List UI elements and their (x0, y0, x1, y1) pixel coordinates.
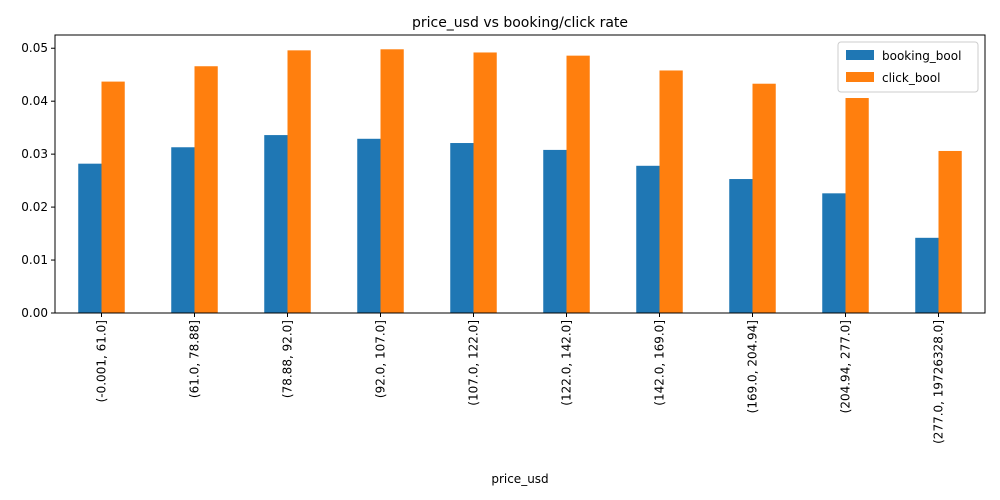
bar-booking-bool-0 (78, 163, 102, 313)
x-tick-label: (277.0, 19726328.0] (932, 320, 946, 444)
x-tick-label: (204.94, 277.0] (839, 320, 853, 413)
bar-booking-bool-6 (636, 165, 660, 313)
y-tick-label: 0.04 (21, 94, 48, 108)
x-tick-label: (122.0, 142.0] (560, 320, 574, 406)
bars-group (78, 49, 962, 314)
chart-title: price_usd vs booking/click rate (412, 15, 628, 31)
bar-click-bool-8 (845, 98, 869, 313)
legend-swatch-booking-bool (846, 50, 874, 60)
bar-click-bool-2 (287, 50, 311, 313)
x-tick-label: (142.0, 169.0] (653, 320, 667, 406)
bar-click-bool-1 (194, 66, 218, 313)
bar-click-bool-3 (380, 49, 404, 313)
x-tick-label: (169.0, 204.94] (746, 320, 760, 413)
plot-frame (54, 34, 986, 314)
bar-booking-bool-9 (915, 237, 939, 313)
bar-click-bool-4 (473, 52, 497, 314)
legend: booking_bool click_bool (837, 41, 979, 93)
bar-booking-bool-8 (822, 193, 846, 313)
bar-click-bool-9 (938, 150, 962, 313)
x-tick-label: (61.0, 78.88] (188, 320, 202, 398)
y-tick-label: 0.05 (21, 41, 48, 55)
bar-booking-bool-7 (729, 179, 753, 313)
bar-booking-bool-2 (264, 135, 288, 313)
bar-click-bool-7 (752, 83, 776, 314)
x-tick-label: (-0.001, 61.0] (95, 320, 109, 402)
legend-swatch-click-bool (846, 72, 874, 82)
x-tick-label: (78.88, 92.0] (281, 320, 295, 398)
bar-click-bool-6 (659, 70, 683, 314)
y-tick-label: 0.00 (21, 306, 48, 320)
x-tick-label: (107.0, 122.0] (467, 320, 481, 406)
legend-label-click-bool: click_bool (882, 71, 940, 85)
legend-label-booking-bool: booking_bool (882, 49, 961, 63)
bar-click-bool-0 (101, 81, 125, 313)
bar-booking-bool-4 (450, 143, 474, 313)
x-axis: (-0.001, 61.0] (61.0, 78.88] (78.88, 92.0]… (95, 313, 946, 444)
y-tick-label: 0.03 (21, 147, 48, 161)
bar-booking-bool-5 (543, 149, 567, 313)
bar-booking-bool-3 (357, 138, 381, 313)
y-tick-label: 0.02 (21, 200, 48, 214)
x-axis-label: price_usd (491, 472, 548, 486)
x-tick-label: (92.0, 107.0] (374, 320, 388, 398)
y-tick-label: 0.01 (21, 253, 48, 267)
bar-click-bool-5 (566, 55, 590, 313)
bar-booking-bool-1 (171, 147, 195, 313)
y-axis: 0.00 0.01 0.02 0.03 0.04 0.05 (21, 41, 55, 320)
